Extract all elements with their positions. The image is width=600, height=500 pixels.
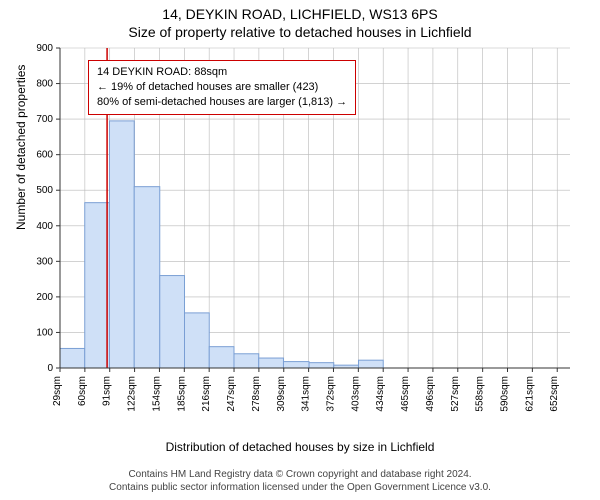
svg-text:341sqm: 341sqm [301,376,312,412]
footer-attribution: Contains HM Land Registry data © Crown c… [0,468,600,494]
svg-text:434sqm: 434sqm [375,376,386,412]
svg-text:500: 500 [36,185,53,196]
svg-text:216sqm: 216sqm [201,376,212,412]
svg-text:60sqm: 60sqm [77,376,88,406]
svg-text:372sqm: 372sqm [325,376,336,412]
svg-text:400: 400 [36,221,53,232]
svg-text:527sqm: 527sqm [450,376,461,412]
y-axis-label: Number of detached properties [14,65,28,230]
svg-text:496sqm: 496sqm [425,376,436,412]
svg-text:900: 900 [36,43,53,54]
svg-text:600: 600 [36,150,53,161]
svg-text:278sqm: 278sqm [251,376,262,412]
x-axis-label: Distribution of detached houses by size … [0,440,600,454]
svg-text:403sqm: 403sqm [350,376,361,412]
svg-text:700: 700 [36,114,53,125]
page-subtitle: Size of property relative to detached ho… [0,22,600,40]
svg-text:100: 100 [36,327,53,338]
svg-text:122sqm: 122sqm [127,376,138,412]
callout-line-3: 80% of semi-detached houses are larger (… [97,95,347,110]
svg-text:247sqm: 247sqm [226,376,237,412]
svg-text:300: 300 [36,256,53,267]
page-title: 14, DEYKIN ROAD, LICHFIELD, WS13 6PS [0,0,600,22]
callout-line-2: ← 19% of detached houses are smaller (42… [97,80,347,95]
property-callout: 14 DEYKIN ROAD: 88sqm ← 19% of detached … [88,60,356,115]
svg-text:0: 0 [47,363,53,374]
callout-line-1: 14 DEYKIN ROAD: 88sqm [97,65,347,80]
svg-text:800: 800 [36,79,53,90]
svg-text:154sqm: 154sqm [151,376,162,412]
svg-text:590sqm: 590sqm [500,376,511,412]
svg-text:652sqm: 652sqm [549,376,560,412]
svg-text:185sqm: 185sqm [176,376,187,412]
svg-text:465sqm: 465sqm [400,376,411,412]
footer-line-2: Contains public sector information licen… [0,481,600,494]
footer-line-1: Contains HM Land Registry data © Crown c… [0,468,600,481]
svg-text:200: 200 [36,292,53,303]
svg-text:91sqm: 91sqm [102,376,113,406]
svg-text:558sqm: 558sqm [475,376,486,412]
svg-text:29sqm: 29sqm [52,376,63,406]
svg-text:309sqm: 309sqm [276,376,287,412]
svg-text:621sqm: 621sqm [524,376,535,412]
